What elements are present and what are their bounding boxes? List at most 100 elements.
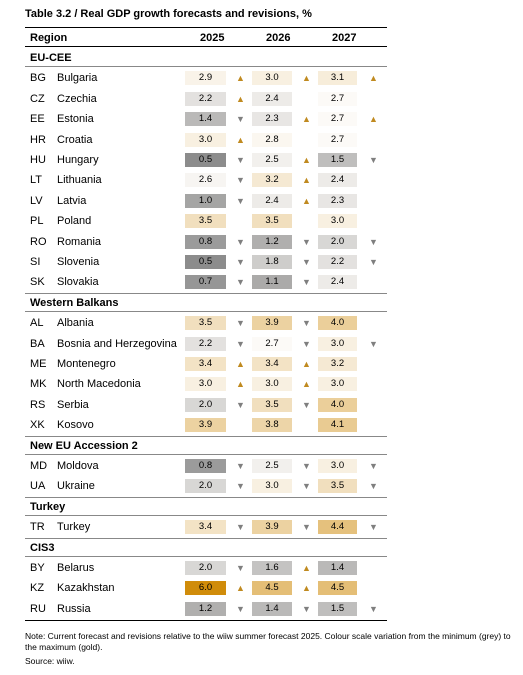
country-name: Poland bbox=[57, 215, 92, 228]
value-cell: 1.4 bbox=[318, 561, 357, 575]
rule bbox=[25, 435, 387, 437]
value-cell: 2.3 bbox=[252, 112, 292, 127]
rule bbox=[25, 27, 387, 28]
value-cell: 3.2 bbox=[252, 173, 292, 188]
value-cell: 2.9 bbox=[185, 71, 226, 86]
revision-arrow: ▼ bbox=[236, 195, 245, 206]
header-year: 2026 bbox=[266, 32, 291, 44]
country-code: LT bbox=[30, 174, 43, 187]
value-cell: 3.1 bbox=[318, 71, 357, 86]
value-cell: 4.0 bbox=[318, 397, 357, 412]
country-code: AL bbox=[30, 317, 44, 330]
value-cell: 2.4 bbox=[318, 275, 357, 290]
value-cell: 1.1 bbox=[252, 275, 292, 290]
country-name: Turkey bbox=[57, 521, 91, 534]
value-cell: 4.0 bbox=[318, 316, 357, 331]
revision-arrow: ▼ bbox=[302, 461, 311, 471]
group-title: Turkey bbox=[30, 500, 66, 513]
country-code: CZ bbox=[30, 92, 45, 105]
value-cell: 3.4 bbox=[252, 357, 292, 371]
value-cell: 0.5 bbox=[185, 255, 226, 269]
revision-arrow: ▼ bbox=[302, 236, 311, 247]
value-cell: 2.5 bbox=[252, 153, 292, 167]
group-title: CIS3 bbox=[30, 541, 55, 554]
header-year: 2027 bbox=[332, 32, 357, 44]
source: Source: wiiw. bbox=[25, 656, 75, 666]
value-cell: 2.0 bbox=[185, 479, 226, 494]
country-name: Albania bbox=[57, 317, 94, 330]
value-cell: 3.0 bbox=[252, 479, 292, 494]
value-cell: 3.9 bbox=[252, 520, 292, 535]
value-cell: 2.4 bbox=[252, 91, 292, 106]
value-cell: 3.0 bbox=[318, 336, 357, 351]
revision-arrow: ▼ bbox=[236, 257, 245, 267]
revision-arrow: ▼ bbox=[369, 236, 378, 247]
revision-arrow: ▼ bbox=[369, 461, 378, 471]
value-cell: 3.5 bbox=[318, 479, 357, 494]
value-cell: 4.5 bbox=[318, 581, 357, 596]
country-code: TR bbox=[30, 521, 45, 534]
country-name: Slovakia bbox=[57, 276, 99, 289]
rule bbox=[25, 46, 387, 47]
country-name: Belarus bbox=[57, 562, 95, 574]
header-year: 2025 bbox=[200, 32, 225, 44]
revision-arrow: ▲ bbox=[302, 114, 311, 125]
revision-arrow: ▼ bbox=[236, 603, 245, 614]
country-code: BA bbox=[30, 337, 45, 350]
value-cell: 2.4 bbox=[252, 193, 292, 208]
country-name: Kazakhstan bbox=[57, 582, 115, 595]
value-cell: 3.0 bbox=[252, 71, 292, 86]
revision-arrow: ▲ bbox=[236, 93, 245, 104]
value-cell: 1.5 bbox=[318, 601, 357, 616]
value-cell: 4.1 bbox=[318, 418, 357, 433]
value-cell: 1.2 bbox=[185, 601, 226, 616]
value-cell: 1.4 bbox=[185, 112, 226, 127]
revision-arrow: ▲ bbox=[302, 563, 311, 573]
revision-arrow: ▲ bbox=[236, 359, 245, 369]
revision-arrow: ▲ bbox=[302, 155, 311, 165]
country-name: Hungary bbox=[57, 154, 99, 166]
value-cell: 1.0 bbox=[185, 193, 226, 208]
country-name: Kosovo bbox=[57, 419, 94, 432]
country-code: LV bbox=[30, 194, 43, 207]
value-cell: 2.6 bbox=[185, 173, 226, 188]
value-cell: 3.5 bbox=[252, 214, 292, 229]
revision-arrow: ▼ bbox=[369, 522, 378, 533]
value-cell: 1.5 bbox=[318, 153, 357, 167]
country-name: Montenegro bbox=[57, 358, 116, 370]
country-name: Romania bbox=[57, 235, 102, 248]
value-cell: 2.8 bbox=[252, 132, 292, 147]
value-cell: 2.3 bbox=[318, 193, 357, 208]
revision-arrow: ▲ bbox=[302, 359, 311, 369]
revision-arrow: ▼ bbox=[369, 155, 378, 165]
country-code: RU bbox=[30, 602, 46, 615]
country-name: Croatia bbox=[57, 133, 93, 146]
value-cell: 0.8 bbox=[185, 459, 226, 473]
value-cell: 3.4 bbox=[185, 357, 226, 371]
value-cell: 2.5 bbox=[252, 459, 292, 473]
country-code: HU bbox=[30, 154, 46, 166]
revision-arrow: ▼ bbox=[369, 257, 378, 267]
revision-arrow: ▼ bbox=[236, 175, 245, 186]
rule bbox=[25, 310, 387, 312]
revision-arrow: ▼ bbox=[302, 399, 311, 410]
revision-arrow: ▼ bbox=[236, 481, 245, 492]
revision-arrow: ▲ bbox=[302, 73, 311, 84]
revision-arrow: ▼ bbox=[369, 338, 378, 349]
revision-arrow: ▲ bbox=[236, 134, 245, 145]
value-cell: 2.2 bbox=[318, 255, 357, 269]
revision-arrow: ▼ bbox=[302, 481, 311, 492]
value-cell: 3.0 bbox=[185, 132, 226, 147]
rule bbox=[25, 537, 387, 539]
revision-arrow: ▼ bbox=[236, 522, 245, 533]
revision-arrow: ▼ bbox=[236, 277, 245, 288]
revision-arrow: ▲ bbox=[369, 114, 378, 125]
table-title: Table 3.2 / Real GDP growth forecasts an… bbox=[25, 8, 312, 20]
value-cell: 1.8 bbox=[252, 255, 292, 269]
rule bbox=[25, 453, 387, 455]
value-cell: 3.8 bbox=[252, 418, 292, 433]
value-cell: 6.0 bbox=[185, 581, 226, 596]
value-cell: 0.8 bbox=[185, 234, 226, 249]
revision-arrow: ▲ bbox=[236, 583, 245, 594]
value-cell: 3.4 bbox=[185, 520, 226, 535]
